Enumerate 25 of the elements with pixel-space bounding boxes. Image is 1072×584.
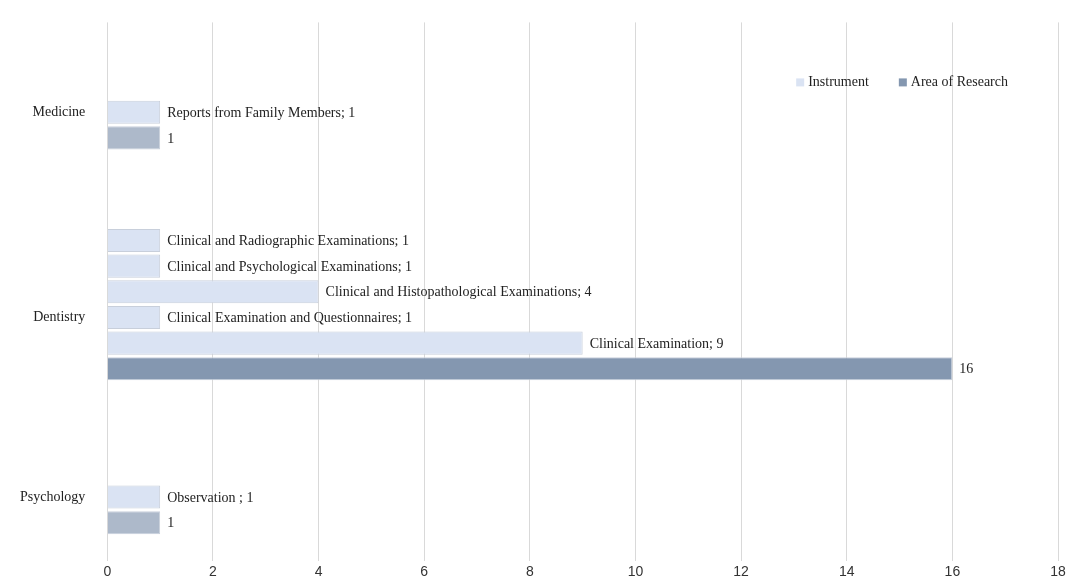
legend-label: Instrument xyxy=(808,74,869,90)
data-label: Reports from Family Members; 1 xyxy=(167,104,356,120)
data-label: Clinical Examination; 9 xyxy=(589,335,724,351)
data-label: Clinical and Radiographic Examinations; 1 xyxy=(167,233,409,249)
x-tick-label: 12 xyxy=(733,563,750,580)
x-tick-label: 2 xyxy=(209,563,218,580)
y-tick-label: Dentistry xyxy=(33,309,86,325)
data-label: 16 xyxy=(959,361,974,377)
data-label: Clinical and Psychological Examinations; 1 xyxy=(167,258,413,274)
data-label: Clinical Examination and Questionnaires; 1 xyxy=(167,310,413,326)
y-tick-label: Psychology xyxy=(19,488,86,504)
x-tick-label: 18 xyxy=(1050,563,1066,580)
x-tick-label: 16 xyxy=(944,563,961,580)
data-label: 1 xyxy=(167,515,175,531)
x-tick-label: 0 xyxy=(103,563,112,580)
data-label: 1 xyxy=(167,130,175,146)
x-tick-label: 14 xyxy=(838,563,855,580)
x-tick-label: 6 xyxy=(420,563,429,580)
x-tick-label: 4 xyxy=(314,563,323,580)
x-tick-label: 10 xyxy=(627,563,644,580)
legend-label: Area of Research xyxy=(910,74,1009,90)
x-tick-label: 8 xyxy=(525,563,534,580)
y-tick-label: Medicine xyxy=(32,103,86,119)
data-label: Clinical and Histopathological Examinations; 4 xyxy=(325,284,592,300)
data-label: Observation ; 1 xyxy=(167,489,254,505)
